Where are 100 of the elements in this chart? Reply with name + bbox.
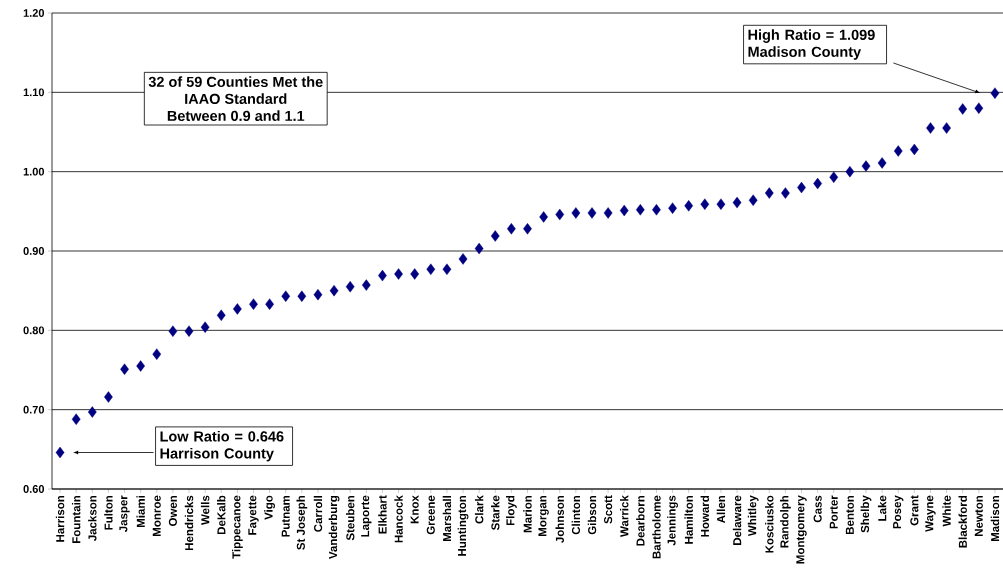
- x-tick-label: Gibson: [587, 495, 597, 535]
- x-tick-label: Tippecanoe: [232, 495, 243, 559]
- x-tick-label: Lake: [877, 495, 887, 521]
- x-tick-label: Greene: [426, 495, 435, 535]
- x-tick-label: Clinton: [571, 495, 581, 535]
- point: [668, 202, 677, 214]
- point: [442, 263, 452, 275]
- point: [168, 325, 178, 337]
- point: [233, 303, 242, 315]
- x-tick-label: Vigo: [264, 495, 275, 520]
- annotation: 32 of 59 Counties Met the: [148, 76, 323, 88]
- x-tick-label: Knox: [410, 495, 419, 524]
- point: [700, 198, 710, 210]
- y-tick-label: 0.70: [23, 405, 45, 414]
- point: [636, 204, 645, 216]
- point: [87, 406, 97, 418]
- x-tick-label: DeKalb: [217, 495, 226, 535]
- x-tick-label: Laporte: [361, 495, 372, 537]
- point: [523, 223, 532, 235]
- x-tick-label: Fulton: [104, 495, 113, 530]
- x-tick-label: Cass: [813, 495, 822, 523]
- point: [619, 204, 629, 217]
- x-tick-label: Clark: [474, 495, 484, 524]
- x-tick-label: Kosciusko: [765, 495, 774, 553]
- point: [297, 290, 307, 302]
- point: [490, 230, 500, 242]
- x-tick-label: Porter: [829, 495, 838, 529]
- x-tick-label: Madison: [990, 495, 1000, 542]
- annotation: Between 0.9 and 1.1: [167, 110, 305, 121]
- x-tick-label: Hancock: [394, 495, 403, 543]
- point: [845, 165, 855, 178]
- point: [55, 446, 65, 459]
- y-tick-label: 0.90: [23, 247, 45, 255]
- point: [136, 360, 145, 372]
- x-tick-label: Randolph: [780, 495, 791, 548]
- point: [684, 200, 694, 212]
- x-tick-label: Jasper: [119, 495, 130, 533]
- point: [507, 223, 516, 235]
- point: [764, 187, 774, 199]
- x-tick-label: Delaware: [732, 495, 742, 545]
- x-tick-label: Owen: [168, 495, 177, 527]
- point: [877, 157, 887, 169]
- x-tick-label: Dearborn: [636, 495, 645, 546]
- x-tick-label: Hendricks: [184, 495, 194, 551]
- y-tick-label: 1.00: [23, 167, 45, 176]
- point: [458, 253, 468, 265]
- point: [426, 263, 436, 275]
- x-tick-label: Whitley: [747, 495, 759, 537]
- x-tick-label: Allen: [716, 495, 726, 524]
- y-tick-label: 1.20: [23, 9, 45, 17]
- x-tick-label: Starke: [491, 495, 500, 531]
- x-tick-label: Marion: [523, 495, 532, 533]
- x-tick-label: Marshall: [442, 496, 452, 542]
- x-tick-label: Johnson: [555, 495, 564, 543]
- point: [587, 207, 597, 219]
- point: [200, 321, 210, 333]
- point: [732, 196, 742, 209]
- point: [990, 87, 1000, 99]
- x-tick-label: Jackson: [88, 495, 97, 542]
- x-tick-label: Scott: [604, 495, 613, 524]
- x-tick-label: Elkhart: [378, 495, 387, 534]
- annotation: High Ratio = 1.099 Madison County: [748, 29, 875, 60]
- point: [361, 279, 371, 291]
- x-tick-label: Howard: [700, 495, 710, 537]
- x-tick-label: Putnam: [281, 495, 290, 537]
- x-tick-label: Harrison: [55, 495, 65, 542]
- point: [539, 211, 548, 223]
- x-tick-label: Vanderburg: [328, 495, 340, 560]
- point: [345, 281, 355, 293]
- y-tick-label: 1.10: [23, 88, 45, 97]
- x-tick-label: Fayette: [248, 495, 259, 535]
- x-tick-label: Morgan: [538, 495, 549, 536]
- x-tick-label: Grant: [910, 495, 919, 526]
- point: [184, 325, 194, 337]
- point: [410, 268, 419, 280]
- point: [329, 284, 339, 297]
- point: [216, 309, 226, 321]
- x-tick-label: St Joseph: [296, 495, 308, 550]
- point: [958, 103, 968, 115]
- point: [474, 242, 484, 255]
- x-tick-label: Newton: [974, 495, 983, 536]
- x-tick-label: Blackford: [958, 495, 967, 548]
- annotation: Low Ratio = 0.646 Harrison County: [160, 430, 284, 462]
- point: [104, 391, 113, 403]
- point: [748, 194, 758, 206]
- x-tick-label: Shelby: [860, 495, 872, 533]
- point: [652, 204, 661, 216]
- point: [942, 122, 951, 134]
- point: [571, 207, 581, 219]
- point: [281, 290, 291, 302]
- point: [313, 288, 323, 301]
- x-tick-label: Jennings: [667, 495, 678, 546]
- x-tick-label: Warrick: [620, 495, 629, 537]
- x-tick-label: Monroe: [152, 495, 161, 536]
- point: [603, 207, 613, 219]
- point: [394, 268, 403, 280]
- point: [249, 298, 258, 310]
- x-tick-label: White: [942, 495, 951, 527]
- point: [781, 187, 790, 199]
- x-tick-label: Fountain: [71, 495, 81, 543]
